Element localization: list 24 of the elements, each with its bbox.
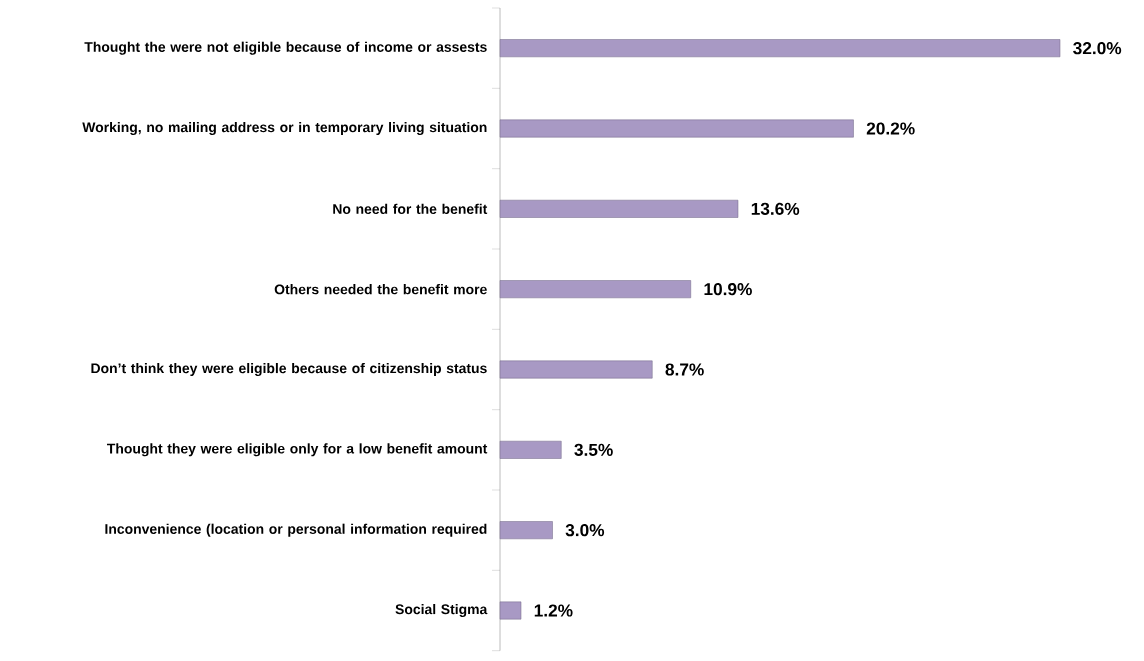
bar <box>499 601 522 620</box>
y-tick-label: Others needed the benefit more <box>274 283 487 295</box>
bar <box>499 199 739 218</box>
y-tick-label: Don’t think they were eligible because of citizenship status <box>91 362 487 376</box>
y-tick-label: Working, no mailing address or in temporary living situation <box>82 121 487 135</box>
bar <box>499 521 553 539</box>
bar <box>499 39 1061 57</box>
data-label: 8.7% <box>665 363 704 376</box>
bar <box>499 440 562 459</box>
data-label: 1.2% <box>534 604 573 617</box>
bar <box>499 360 653 379</box>
bar <box>499 119 854 138</box>
y-tick-label: No need for the benefit <box>333 203 488 214</box>
data-label: 10.9% <box>704 282 752 296</box>
bar <box>499 280 692 298</box>
y-tick-label: Thought they were eligible only for a low benefit amount <box>107 443 488 457</box>
y-tick-label: Inconvenience (location or personal information required <box>105 523 487 537</box>
data-label: 3.5% <box>574 443 613 456</box>
data-label: 20.2% <box>866 122 915 135</box>
y-tick-label: Thought the were not eligible because of income or assests <box>84 41 487 55</box>
data-label: 3.0% <box>565 523 605 537</box>
data-label: 13.6% <box>751 202 800 215</box>
y-tick-label: Social Stigma <box>395 603 488 617</box>
data-label: 32.0% <box>1073 41 1122 55</box>
